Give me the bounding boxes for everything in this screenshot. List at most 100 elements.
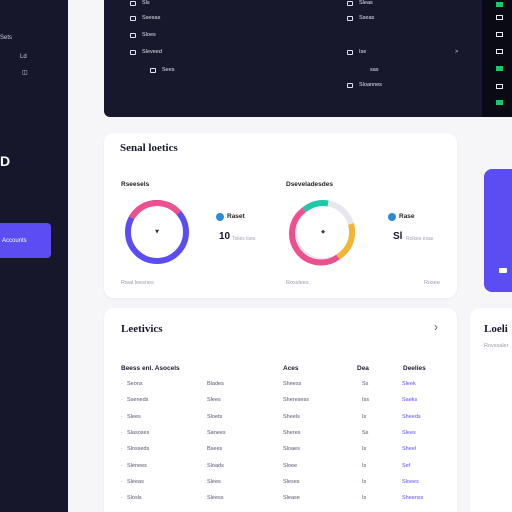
- promo-card[interactable]: [484, 169, 512, 292]
- analytics-card: [104, 133, 457, 298]
- row-bullet: ·: [121, 462, 123, 469]
- card-title: Loeli: [484, 323, 508, 335]
- svg-text:▼: ▼: [155, 229, 159, 235]
- menu-icon: [130, 49, 136, 55]
- sidebar-item-active[interactable]: Accounts: [0, 223, 51, 258]
- table-cell: Is: [362, 462, 367, 469]
- table-cell-link[interactable]: Sloees: [402, 478, 419, 485]
- row-bullet: ·: [121, 429, 123, 436]
- menu-row[interactable]: Sls: [130, 0, 150, 6]
- row-bullet: ·: [121, 413, 123, 420]
- status-icon: [496, 15, 503, 20]
- menu-label: Sleas: [359, 0, 373, 6]
- stat-sub: Tolies loes: [232, 236, 256, 242]
- menu-row[interactable]: Sseas: [347, 15, 374, 21]
- table-cell: Sleses: [283, 478, 300, 485]
- menu-row[interactable]: Sloes: [130, 32, 156, 38]
- menu-icon: [130, 32, 136, 38]
- menu-icon: [347, 0, 353, 6]
- table-cell-link[interactable]: Sleek: [402, 381, 416, 387]
- menu-row[interactable]: Sloannes: [347, 82, 382, 88]
- svg-text:◆: ◆: [321, 229, 325, 235]
- expand-button[interactable]: >: [455, 49, 458, 55]
- column-header[interactable]: Deelies: [403, 365, 426, 372]
- table-cell: Iss: [362, 397, 370, 404]
- table-cell: Seons: [127, 381, 143, 387]
- menu-icon: [130, 15, 136, 21]
- stat-value: 10: [219, 231, 231, 242]
- sidebar-icon[interactable]: ◫: [22, 70, 28, 76]
- menu-row[interactable]: Sleveed: [130, 49, 162, 55]
- menu-row[interactable]: Sleas: [347, 0, 373, 6]
- table-cell: Is: [362, 446, 367, 453]
- table-cell-link[interactable]: Sheeds: [402, 413, 421, 420]
- column-header[interactable]: Beess enl. Asocels: [121, 365, 180, 372]
- status-green-icon: [496, 2, 503, 7]
- table-cell: Sleess: [207, 495, 224, 502]
- status-icon: [496, 32, 503, 37]
- donut-segment-pink: [128, 199, 158, 220]
- table-cell: Sanees: [207, 429, 226, 436]
- menu-row[interactable]: Ise: [347, 49, 366, 55]
- menu-label: Sseas: [359, 15, 375, 21]
- menu-icon: [347, 15, 353, 21]
- menu-label: Sees: [162, 67, 175, 73]
- stat-label: Rase: [399, 213, 415, 220]
- table-cell: Sloets: [207, 413, 223, 420]
- menu-label: Sloannes: [359, 82, 382, 88]
- menu-row[interactable]: sas: [370, 67, 379, 73]
- column-header[interactable]: Aces: [283, 365, 299, 372]
- table-cell: Slosls: [127, 495, 142, 502]
- table-cell-link[interactable]: Sheel: [402, 446, 417, 453]
- status-icon: [496, 49, 503, 54]
- table-cell: Blades: [207, 381, 224, 387]
- row-bullet: ·: [121, 397, 123, 404]
- card-title: Senal loetics: [120, 142, 178, 154]
- sidebar-item-label[interactable]: Ld: [20, 54, 27, 60]
- row-bullet: ·: [121, 478, 123, 485]
- table-cell: Bsees: [207, 446, 223, 453]
- status-green-icon: [496, 100, 503, 105]
- table-cell-link[interactable]: Sheenss: [402, 495, 424, 502]
- table-cell-link[interactable]: Slees: [402, 429, 416, 436]
- table-cell: Sleeas: [127, 478, 144, 485]
- table-cell: Sloads: [207, 462, 224, 469]
- chart-label: Dseveladesdes: [286, 181, 333, 188]
- table-cell-link[interactable]: Saeks: [402, 397, 418, 404]
- info-icon: [216, 213, 224, 221]
- menu-label: Sseeas: [142, 15, 161, 21]
- right-status-strip: [482, 0, 512, 117]
- table-cell: Is: [362, 478, 367, 485]
- side-card: [470, 308, 512, 512]
- table-cell: Ss: [362, 381, 369, 387]
- menu-row[interactable]: Sees: [150, 67, 175, 73]
- sidebar-item-label[interactable]: Sets: [0, 35, 13, 41]
- chart-foot: Rosslees: [286, 280, 309, 286]
- menu-icon: [130, 0, 136, 6]
- table-cell: Slease: [283, 495, 300, 502]
- table-cell: Sheess: [283, 381, 302, 387]
- row-bullet: ·: [121, 495, 123, 502]
- menu-icon: [347, 82, 353, 88]
- table-cell: Sheres: [283, 429, 301, 436]
- donut-segment-pink: [156, 199, 182, 216]
- table-cell: Sheresess: [283, 397, 309, 404]
- table-cell: Slees: [127, 413, 141, 420]
- chart-label: Rseesels: [121, 181, 150, 188]
- chevron-right-icon: >: [455, 49, 459, 55]
- donut-segment-teal: [302, 200, 329, 213]
- menu-row[interactable]: Sseeas: [130, 15, 160, 21]
- status-icon: [496, 84, 503, 89]
- table-cell: Is: [362, 495, 367, 502]
- donut-segment-yellow: [336, 223, 356, 260]
- card-subtitle: Rovssaler: [484, 343, 509, 349]
- menu-label: Sls: [142, 0, 150, 6]
- chevron-right-icon[interactable]: ›: [434, 320, 438, 334]
- stat-label: Raset: [227, 213, 245, 220]
- menu-icon: [150, 67, 156, 73]
- activity-card: [104, 308, 457, 512]
- card-title: Leetivics: [121, 323, 163, 335]
- row-bullet: ·: [121, 446, 123, 453]
- column-header[interactable]: Dea: [357, 365, 369, 372]
- table-cell-link[interactable]: Sef: [402, 462, 411, 469]
